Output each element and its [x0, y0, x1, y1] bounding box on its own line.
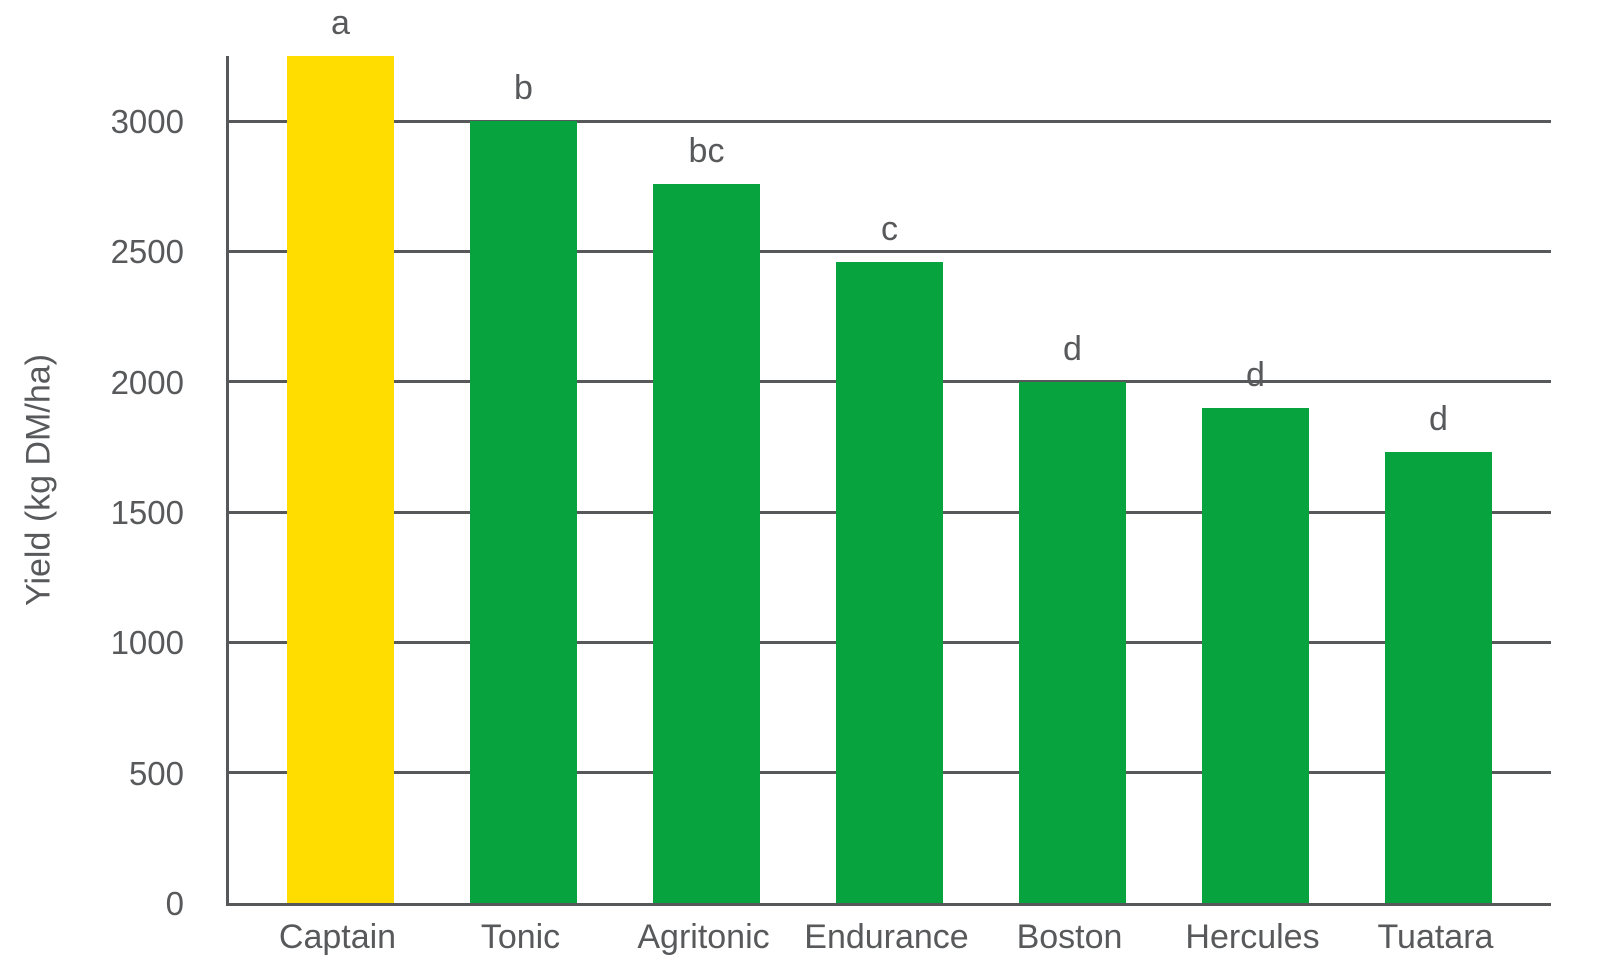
y-tick-label-1000: 1000	[110, 624, 184, 662]
significance-letter-captain: a	[331, 4, 350, 42]
y-axis-title: Yield (kg DM/ha)	[19, 354, 58, 606]
x-tick-label-endurance: Endurance	[804, 918, 969, 956]
x-tick-label-agritonic: Agritonic	[637, 918, 770, 956]
bar-tuatara	[1385, 452, 1492, 903]
significance-letter-tonic: b	[514, 69, 533, 108]
x-tick-label-captain: Captain	[278, 918, 397, 956]
significance-letter-agritonic: bc	[688, 131, 725, 170]
bar-agritonic	[653, 183, 760, 903]
x-tick-label-tonic: Tonic	[480, 918, 561, 956]
significance-letter-tuatara: d	[1429, 400, 1448, 439]
x-tick-label-tuatara: Tuatara	[1377, 918, 1494, 956]
significance-letter-endurance: c	[881, 209, 898, 248]
gridline-3000	[229, 119, 1551, 123]
significance-letter-boston: d	[1063, 329, 1082, 368]
gridline-2500	[229, 249, 1551, 253]
y-tick-label-2500: 2500	[110, 233, 184, 271]
y-tick-label-0: 0	[165, 885, 184, 922]
bar-endurance	[836, 261, 943, 903]
x-tick-label-hercules: Hercules	[1185, 918, 1320, 956]
x-tick-label-boston: Boston	[1016, 918, 1123, 956]
bar-tonic	[470, 121, 577, 903]
significance-letter-hercules: d	[1246, 355, 1265, 394]
y-tick-label-1500: 1500	[110, 494, 184, 532]
plot-area: a b bc c d d d	[226, 6, 1551, 906]
y-tick-label-3000: 3000	[110, 103, 184, 141]
y-tick-label-500: 500	[128, 754, 184, 792]
bar-boston	[1019, 381, 1126, 903]
y-tick-label-2000: 2000	[110, 363, 184, 401]
bar-captain	[287, 56, 394, 903]
bar-hercules	[1202, 407, 1309, 903]
